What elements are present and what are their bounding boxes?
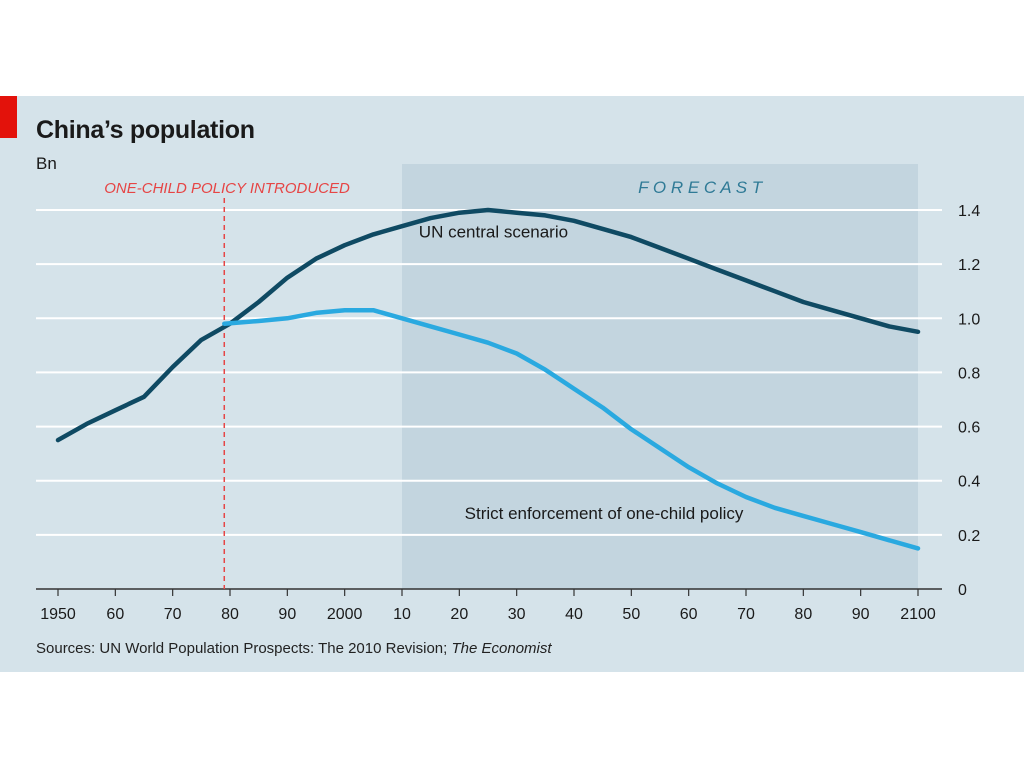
line-chart: 0 0.2 0.4 0.6 0.8 1.0 1.2 1.4 1950 60 70 80 90 2000 10… — [36, 164, 980, 623]
x-tick-label: 1950 — [40, 606, 76, 623]
x-tick-label: 90 — [852, 606, 870, 623]
series-label-2: Strict enforcement of one-child policy — [465, 504, 744, 523]
source-text: Sources: UN World Population Prospects: … — [36, 640, 452, 657]
x-tick-label: 70 — [737, 606, 755, 623]
y-tick-label: 0 — [958, 582, 967, 599]
x-tick-label: 2000 — [327, 606, 363, 623]
unit-label: Bn — [36, 154, 57, 173]
y-tick-label: 1.2 — [958, 257, 980, 274]
x-tick-label: 2100 — [900, 606, 936, 623]
y-tick-label: 0.6 — [958, 420, 980, 437]
forecast-label: F O R E C A S T — [638, 178, 764, 197]
y-tick-label: 1.0 — [958, 311, 980, 328]
y-tick-label: 0.2 — [958, 528, 980, 545]
x-tick-label: 60 — [106, 606, 124, 623]
chart-card: China’s population Bn 0 0.2 0.4 0.6 0.8 1.0 1.… — [0, 96, 1024, 672]
x-tick-label: 40 — [565, 606, 583, 623]
x-tick-label: 90 — [278, 606, 296, 623]
y-tick-label: 0.4 — [958, 474, 980, 491]
x-tick-label: 20 — [450, 606, 468, 623]
series-label-1: UN central scenario — [419, 223, 568, 242]
x-tick-label: 60 — [680, 606, 698, 623]
x-tick-label: 30 — [508, 606, 526, 623]
series-line-1 — [55, 207, 921, 443]
x-tick-label: 50 — [622, 606, 640, 623]
source-note: Sources: UN World Population Prospects: … — [36, 640, 552, 657]
policy-marker-label: ONE-CHILD POLICY INTRODUCED — [104, 180, 350, 197]
x-tick-label: 70 — [164, 606, 182, 623]
y-tick-label: 0.8 — [958, 365, 980, 382]
forecast-band — [402, 164, 918, 589]
series-line-2 — [222, 307, 921, 551]
brand-tag — [0, 96, 17, 138]
source-italic: The Economist — [451, 640, 552, 657]
x-tick-label: 80 — [794, 606, 812, 623]
x-tick-label: 10 — [393, 606, 411, 623]
x-tick-label: 80 — [221, 606, 239, 623]
chart-title: China’s population — [36, 116, 255, 144]
y-tick-label: 1.4 — [958, 203, 980, 220]
